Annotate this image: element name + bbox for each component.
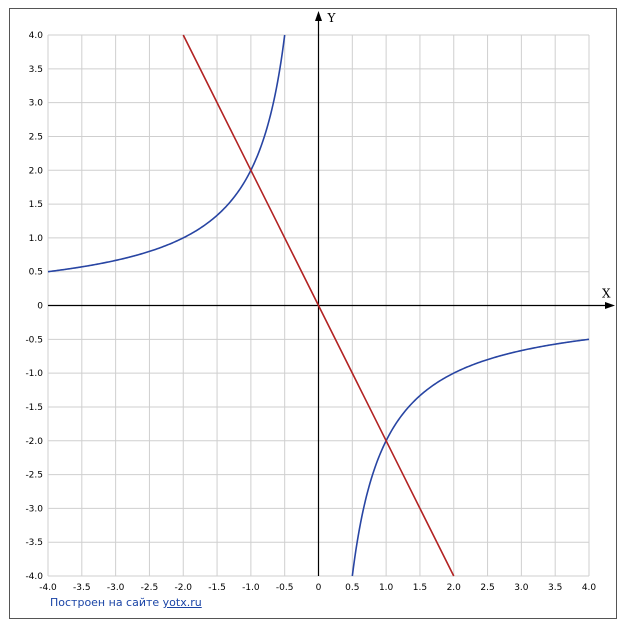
y-tick-label: 0.5 bbox=[29, 268, 43, 278]
x-tick-label: -2.0 bbox=[174, 583, 192, 593]
x-tick-label: 4.0 bbox=[582, 583, 597, 593]
x-axis-arrow bbox=[605, 302, 615, 309]
y-tick-label: -1.0 bbox=[25, 369, 43, 379]
x-tick-label: 2.5 bbox=[480, 583, 494, 593]
y-tick-label: 1.0 bbox=[29, 234, 44, 244]
y-tick-label: 0 bbox=[37, 302, 43, 312]
y-tick-label: -0.5 bbox=[25, 335, 43, 345]
x-tick-label: 1.5 bbox=[413, 583, 427, 593]
credit-text: Построен на сайте bbox=[50, 596, 160, 609]
y-tick-label: -2.5 bbox=[25, 471, 43, 481]
y-tick-label: 3.0 bbox=[29, 99, 44, 109]
series-line-1 bbox=[351, 338, 590, 577]
y-tick-label: 1.5 bbox=[29, 200, 43, 210]
y-tick-label: -3.0 bbox=[25, 504, 43, 514]
x-tick-label: 0.5 bbox=[345, 583, 359, 593]
y-tick-label: 3.5 bbox=[29, 65, 43, 75]
x-tick-label: -1.5 bbox=[208, 583, 226, 593]
tick-labels: -4.0 -3.5 -3.0 -2.5 -2.0 -1.5 -1.0 -0.5 0 0.5 1.0 1… bbox=[25, 31, 596, 593]
y-tick-label: -2.0 bbox=[25, 437, 43, 447]
x-tick-label: 0 bbox=[316, 583, 322, 593]
x-tick-label: -1.0 bbox=[242, 583, 260, 593]
credit-link[interactable]: yotx.ru bbox=[162, 596, 202, 609]
y-tick-label: 4.0 bbox=[29, 31, 44, 41]
axes bbox=[48, 11, 615, 576]
credit-line: Построен на сайте yotx.ru bbox=[50, 596, 202, 609]
x-tick-label: 3.0 bbox=[514, 583, 529, 593]
y-tick-label: -4.0 bbox=[25, 572, 43, 582]
y-tick-label: -3.5 bbox=[25, 538, 43, 548]
x-tick-label: -3.5 bbox=[73, 583, 91, 593]
y-axis-label: Y bbox=[327, 11, 337, 25]
series bbox=[47, 34, 590, 577]
x-tick-label: -0.5 bbox=[276, 583, 294, 593]
y-tick-label: -1.5 bbox=[25, 403, 43, 413]
x-tick-label: -4.0 bbox=[39, 583, 57, 593]
y-axis-arrow bbox=[315, 11, 322, 21]
chart-frame bbox=[9, 8, 617, 619]
y-tick-label: 2.0 bbox=[29, 166, 44, 176]
x-tick-label: 2.0 bbox=[447, 583, 462, 593]
x-axis-label: X bbox=[602, 287, 611, 301]
x-tick-label: 3.5 bbox=[548, 583, 562, 593]
x-tick-label: -2.5 bbox=[141, 583, 159, 593]
series-line-0 bbox=[47, 34, 286, 273]
x-tick-label: -3.0 bbox=[107, 583, 125, 593]
y-tick-label: 2.5 bbox=[29, 132, 43, 142]
series-line-2 bbox=[182, 34, 455, 577]
x-tick-label: 1.0 bbox=[379, 583, 394, 593]
